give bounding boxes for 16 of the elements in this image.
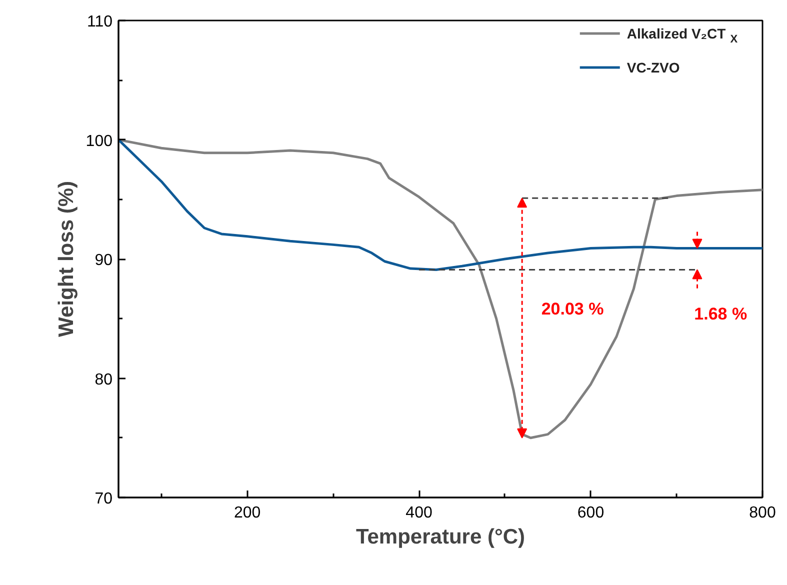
legend-label: VC-ZVO — [626, 60, 680, 76]
y-tick-label: 100 — [86, 132, 113, 150]
x-axis-title: Temperature (°C) — [356, 526, 526, 548]
x-tick-label: 800 — [749, 504, 776, 522]
x-tick-label: 600 — [577, 504, 604, 522]
x-tick-label: 200 — [234, 504, 261, 522]
y-tick-label: 110 — [86, 14, 113, 30]
y-tick-label: 80 — [94, 371, 113, 388]
y-tick-label: 90 — [94, 252, 113, 269]
annotation: 20.03 % — [541, 300, 604, 319]
annotation: 1.68 % — [694, 304, 748, 324]
line-series — [118, 138, 762, 440]
y-tick-label: 70 — [94, 490, 113, 508]
x-tick-label: 400 — [406, 504, 432, 522]
y-axis-title: Weight loss (%) — [54, 181, 78, 337]
line-series — [118, 138, 762, 271]
